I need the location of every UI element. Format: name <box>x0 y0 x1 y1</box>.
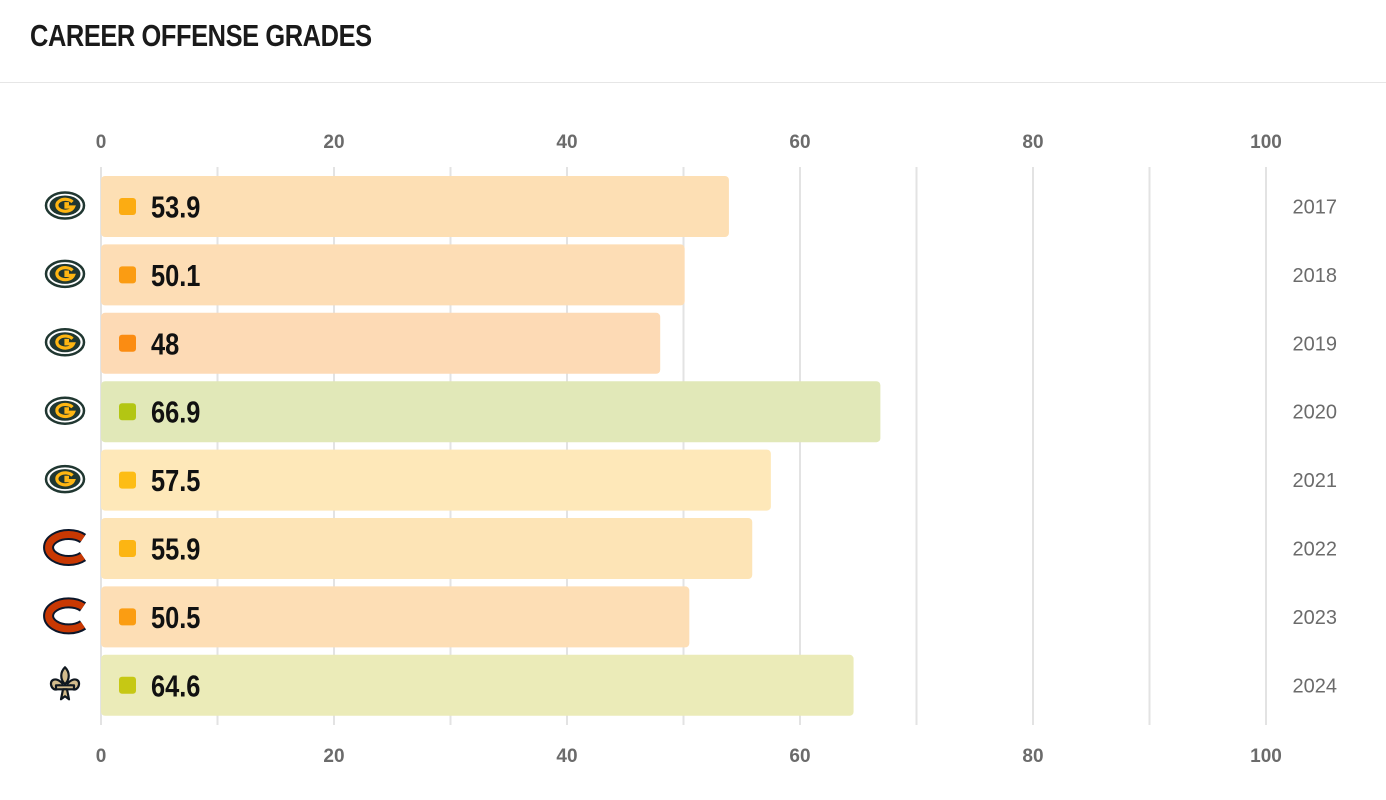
x-tick-label-top: 40 <box>556 132 577 153</box>
bears-logo-icon <box>43 529 87 566</box>
grade-indicator-dot <box>119 266 136 284</box>
x-tick-label-bottom: 20 <box>323 746 344 767</box>
packers-logo-icon <box>44 396 86 425</box>
logo-body <box>45 531 85 564</box>
bar <box>101 381 881 443</box>
bar-value-label: 50.1 <box>151 259 200 294</box>
packers-logo-icon <box>44 259 86 289</box>
x-tick-label-bottom: 60 <box>789 746 810 767</box>
x-tick-label-bottom: 80 <box>1022 746 1043 767</box>
packers-logo-icon <box>44 464 86 494</box>
x-tick-label-top: 20 <box>323 132 344 153</box>
bar-value-label: 53.9 <box>151 190 200 225</box>
logo-letter <box>55 266 76 282</box>
saints-logo-icon <box>49 666 81 701</box>
bar <box>101 449 771 511</box>
logo-body <box>45 599 85 633</box>
logo-petal <box>60 666 70 686</box>
season-year-label: 2017 <box>1293 197 1338 219</box>
x-tick-label-bottom: 100 <box>1250 746 1282 767</box>
logo-letter <box>55 402 76 419</box>
bar <box>101 654 854 716</box>
grade-indicator-dot <box>119 608 136 626</box>
logo-letter <box>55 334 76 350</box>
bar <box>101 244 685 306</box>
logo-letter <box>55 471 76 487</box>
x-tick-label-top: 80 <box>1022 132 1043 153</box>
x-tick-label-bottom: 40 <box>556 746 577 767</box>
x-tick-label-top: 100 <box>1250 132 1282 153</box>
bar-value-label: 48 <box>151 327 179 362</box>
season-year-label: 2022 <box>1293 539 1338 561</box>
season-year-label: 2018 <box>1293 265 1338 287</box>
packers-logo-icon <box>44 191 86 220</box>
grade-indicator-dot <box>119 676 136 694</box>
bar <box>101 518 753 579</box>
grade-indicator-dot <box>119 334 136 352</box>
grade-indicator-dot <box>119 403 136 421</box>
x-tick-label-bottom: 0 <box>96 746 107 767</box>
grade-indicator-dot <box>119 198 136 215</box>
bar-value-label: 50.5 <box>151 601 200 636</box>
logo-letter <box>55 197 76 213</box>
season-year-label: 2024 <box>1293 675 1338 697</box>
logo-stem <box>59 688 71 701</box>
season-year-label: 2023 <box>1293 607 1338 629</box>
bar-value-label: 57.5 <box>151 464 200 499</box>
grade-indicator-dot <box>119 471 136 489</box>
season-year-label: 2019 <box>1293 333 1338 355</box>
bar <box>101 176 729 237</box>
season-year-label: 2020 <box>1293 402 1338 424</box>
x-tick-label-top: 0 <box>96 132 107 153</box>
bar-value-label: 64.6 <box>151 669 200 704</box>
chart-header: CAREER OFFENSE GRADES <box>0 0 1386 83</box>
season-year-label: 2021 <box>1293 470 1338 492</box>
bar <box>101 586 690 648</box>
bar-value-label: 55.9 <box>151 532 200 567</box>
bears-logo-icon <box>43 597 87 635</box>
bar <box>101 312 661 374</box>
x-tick-label-top: 60 <box>789 132 810 153</box>
packers-logo-icon <box>44 328 86 357</box>
grade-indicator-dot <box>119 540 136 557</box>
chart-title: CAREER OFFENSE GRADES <box>30 18 372 53</box>
bar-value-label: 66.9 <box>151 395 200 430</box>
